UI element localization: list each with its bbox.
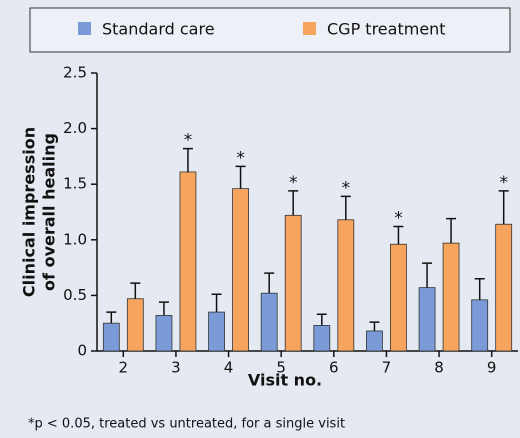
- footnote: *p < 0.05, treated vs untreated, for a s…: [28, 417, 345, 432]
- y-tick-label: 1.5: [63, 175, 87, 193]
- x-tick-label: 8: [434, 359, 444, 377]
- error-bar: [446, 217, 457, 244]
- legend-swatch: [78, 22, 91, 35]
- legend-swatch: [303, 22, 316, 35]
- bar: [232, 188, 249, 352]
- x-tick-label: 3: [171, 359, 181, 377]
- bar: [155, 315, 173, 352]
- significance-marker: *: [236, 148, 245, 168]
- significance-marker: *: [289, 173, 298, 193]
- y-axis-label: Clinical impression of overall healing: [20, 127, 59, 297]
- error-bar: [288, 190, 299, 216]
- x-tick-label: 7: [382, 359, 392, 377]
- error-bar: [182, 147, 193, 172]
- x-tick-label: 5: [276, 359, 286, 377]
- legend-label: CGP treatment: [327, 20, 446, 39]
- bar: [442, 242, 460, 352]
- error-bar: [340, 195, 351, 220]
- significance-marker: *: [394, 208, 403, 228]
- error-bar: [369, 321, 380, 331]
- legend-label: Standard care: [102, 20, 215, 39]
- error-bar: [316, 313, 327, 326]
- y-axis-label-line: Clinical impression: [20, 127, 39, 297]
- error-bar: [130, 282, 141, 299]
- error-bar: [422, 262, 433, 288]
- x-tick-label: 6: [329, 359, 339, 377]
- error-bar: [158, 301, 169, 316]
- bar: [284, 214, 302, 352]
- y-tick-label: 1.0: [63, 230, 87, 248]
- error-bar: [106, 311, 117, 324]
- significance-marker: *: [342, 178, 351, 198]
- y-tick-label: 2.0: [63, 119, 87, 137]
- bar: [390, 243, 407, 352]
- y-tick-label: 2.5: [63, 64, 87, 82]
- error-bar: [474, 277, 485, 300]
- y-tick-label: 0.5: [63, 286, 87, 304]
- significance-marker: *: [499, 173, 508, 193]
- x-tick-label: 4: [224, 359, 234, 377]
- x-tick-label: 2: [119, 359, 129, 377]
- bar: [471, 299, 489, 352]
- bar: [260, 292, 278, 352]
- y-axis-label-line: of overall healing: [40, 133, 59, 291]
- bar: [208, 311, 225, 352]
- bar: [337, 219, 355, 352]
- error-bar: [264, 272, 275, 294]
- bar: [495, 223, 513, 352]
- x-tick-label: 9: [487, 359, 497, 377]
- bar: [179, 171, 197, 352]
- error-bar: [235, 165, 246, 189]
- error-bar: [498, 190, 509, 225]
- x-axis-label: Visit no.: [248, 371, 322, 390]
- bar: [366, 330, 383, 352]
- legend-box: [29, 7, 511, 53]
- error-bar: [393, 225, 404, 245]
- bar: [126, 298, 144, 352]
- y-tick-label: 0: [77, 342, 87, 360]
- bar: [102, 322, 120, 352]
- bar: [313, 325, 331, 352]
- bar: [418, 287, 436, 352]
- error-bar: [211, 293, 222, 313]
- significance-marker: *: [184, 131, 193, 151]
